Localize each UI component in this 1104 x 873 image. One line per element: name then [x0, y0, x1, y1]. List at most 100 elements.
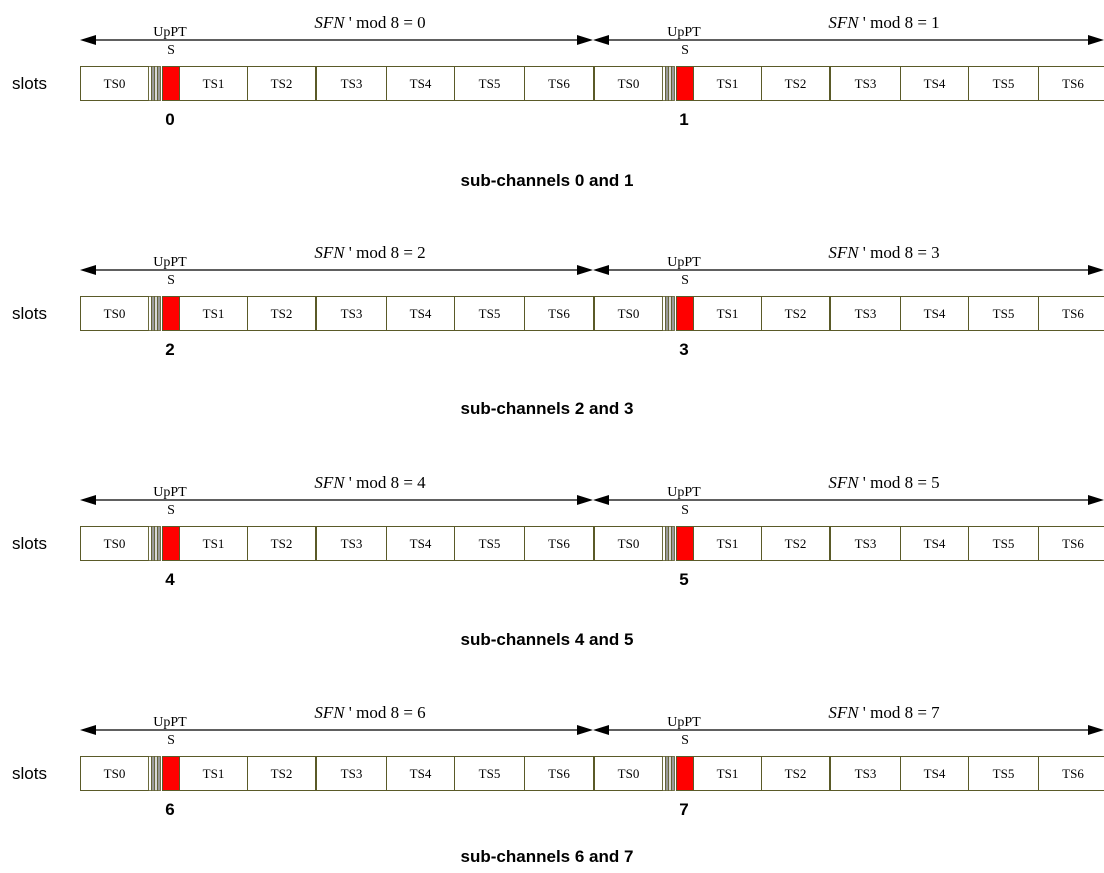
timeslot-ts2 — [761, 526, 830, 561]
arrow-head-right-icon — [1088, 725, 1104, 735]
guard-stripe — [668, 756, 672, 791]
frame: SFN ' mod 8 = 6 UpPT S TS0 TS1 TS2 TS3 TS4 TS5 TS… — [80, 703, 594, 819]
guard-stripe — [665, 526, 669, 561]
frame-sfn-label: SFN ' mod 8 = 5 — [828, 473, 939, 492]
timeslot-label: TS5 — [993, 766, 1015, 781]
uppts-slot — [676, 526, 694, 561]
timeslot-ts5 — [454, 66, 525, 101]
timeslot-label: TS1 — [717, 76, 739, 91]
timeslot-label: TS2 — [785, 306, 807, 321]
uppts-label: UpPT — [667, 485, 701, 500]
timeslot-ts1 — [179, 526, 248, 561]
timeslot-ts6 — [524, 66, 594, 101]
arrow-head-left-icon — [80, 725, 96, 735]
slot-strip: TS0 TS1 TS2 TS3 TS4 TS5 TS6 — [80, 756, 594, 791]
timeslot-ts6 — [524, 756, 594, 791]
timeslot-label: TS0 — [104, 306, 126, 321]
uppts-label: UpPT — [153, 715, 187, 730]
timeslot-label: TS3 — [341, 306, 363, 321]
timeslot-ts2 — [247, 756, 316, 791]
subchannel-number: 1 — [679, 110, 688, 129]
subchannel-number: 5 — [679, 570, 688, 589]
timeslot-label: TS1 — [203, 306, 225, 321]
timeslot-ts2 — [247, 66, 316, 101]
timeslot-label: TS3 — [341, 76, 363, 91]
uppts-label-tail: S — [681, 273, 689, 288]
guard-stripe — [151, 756, 155, 791]
timeslot-label: TS2 — [785, 536, 807, 551]
timeslot-label: TS1 — [203, 76, 225, 91]
timeslot-label: TS6 — [1062, 306, 1084, 321]
guard-stripe — [662, 66, 666, 101]
timeslot-ts2 — [761, 756, 830, 791]
uppts-label: UpPT — [153, 485, 187, 500]
timeslot-label: TS3 — [855, 536, 877, 551]
guard-stripe — [662, 526, 666, 561]
frame-sfn-label: SFN ' mod 8 = 0 — [314, 13, 425, 32]
slot-strip: TS0 TS1 TS2 TS3 TS4 TS5 TS6 — [80, 526, 594, 561]
guard-stripe — [668, 66, 672, 101]
subchannel-number: 4 — [165, 570, 175, 589]
frame-sfn-label: SFN ' mod 8 = 1 — [828, 13, 939, 32]
uppts-label: UpPT — [667, 715, 701, 730]
slot-strip: TS0 TS1 TS2 TS3 TS4 TS5 TS6 — [80, 66, 594, 101]
timeslot-label: TS1 — [203, 766, 225, 781]
arrow-head-left-icon — [80, 35, 96, 45]
uppts-label-tail: S — [681, 503, 689, 518]
timeslot-label: TS0 — [104, 76, 126, 91]
arrow-head-right-icon — [577, 495, 593, 505]
frame-sfn-label: SFN ' mod 8 = 6 — [314, 703, 425, 722]
timeslot-label: TS2 — [785, 766, 807, 781]
arrow-head-left-icon — [593, 265, 609, 275]
slot-strip: TS0 TS1 TS2 TS3 TS4 TS5 TS6 — [594, 756, 1104, 791]
arrow-head-right-icon — [577, 265, 593, 275]
subchannel-row: slots SFN ' mod 8 = 6 UpPT S TS0 TS1 TS2 TS3 TS4… — [12, 703, 1104, 866]
timeslot-ts3 — [316, 296, 387, 331]
timeslot-ts3 — [830, 756, 901, 791]
timeslot-ts0 — [80, 296, 149, 331]
timeslot-ts5 — [454, 296, 525, 331]
timeslot-label: TS3 — [855, 766, 877, 781]
timeslot-label: TS5 — [993, 536, 1015, 551]
guard-stripe — [665, 756, 669, 791]
timeslot-label: TS2 — [271, 536, 293, 551]
arrow-head-right-icon — [1088, 265, 1104, 275]
subchannel-number: 0 — [165, 110, 174, 129]
subchannel-number: 7 — [679, 800, 688, 819]
timeslot-label: TS4 — [924, 306, 946, 321]
guard-stripe — [662, 296, 666, 331]
uppts-label-tail: S — [167, 733, 175, 748]
timeslot-ts3 — [830, 526, 901, 561]
subchannel-number: 6 — [165, 800, 174, 819]
guard-stripe — [151, 296, 155, 331]
guard-stripe — [157, 526, 161, 561]
subchannel-row: slots SFN ' mod 8 = 4 UpPT S TS0 TS1 TS2 TS3 TS4… — [12, 473, 1104, 649]
guard-stripe — [157, 296, 161, 331]
uppts-label-tail: S — [167, 503, 175, 518]
timeslot-label: TS4 — [924, 76, 946, 91]
timeslot-ts0 — [80, 756, 149, 791]
uppts-label: UpPT — [667, 25, 701, 40]
arrow-head-right-icon — [1088, 35, 1104, 45]
guard-stripe — [671, 296, 675, 331]
timeslot-label: TS0 — [618, 766, 640, 781]
subchannel-number: 3 — [679, 340, 688, 359]
timeslot-ts6 — [1038, 66, 1104, 101]
slots-label: slots — [12, 304, 47, 323]
timeslot-ts6 — [524, 296, 594, 331]
guard-stripe — [665, 296, 669, 331]
uppts-slot — [676, 66, 694, 101]
arrow-head-right-icon — [1088, 495, 1104, 505]
arrow-head-left-icon — [80, 495, 96, 505]
timeslot-label: TS2 — [785, 76, 807, 91]
guard-stripe — [671, 526, 675, 561]
timeslot-ts4 — [386, 756, 455, 791]
timeslot-ts5 — [968, 756, 1039, 791]
guard-stripe — [148, 756, 152, 791]
